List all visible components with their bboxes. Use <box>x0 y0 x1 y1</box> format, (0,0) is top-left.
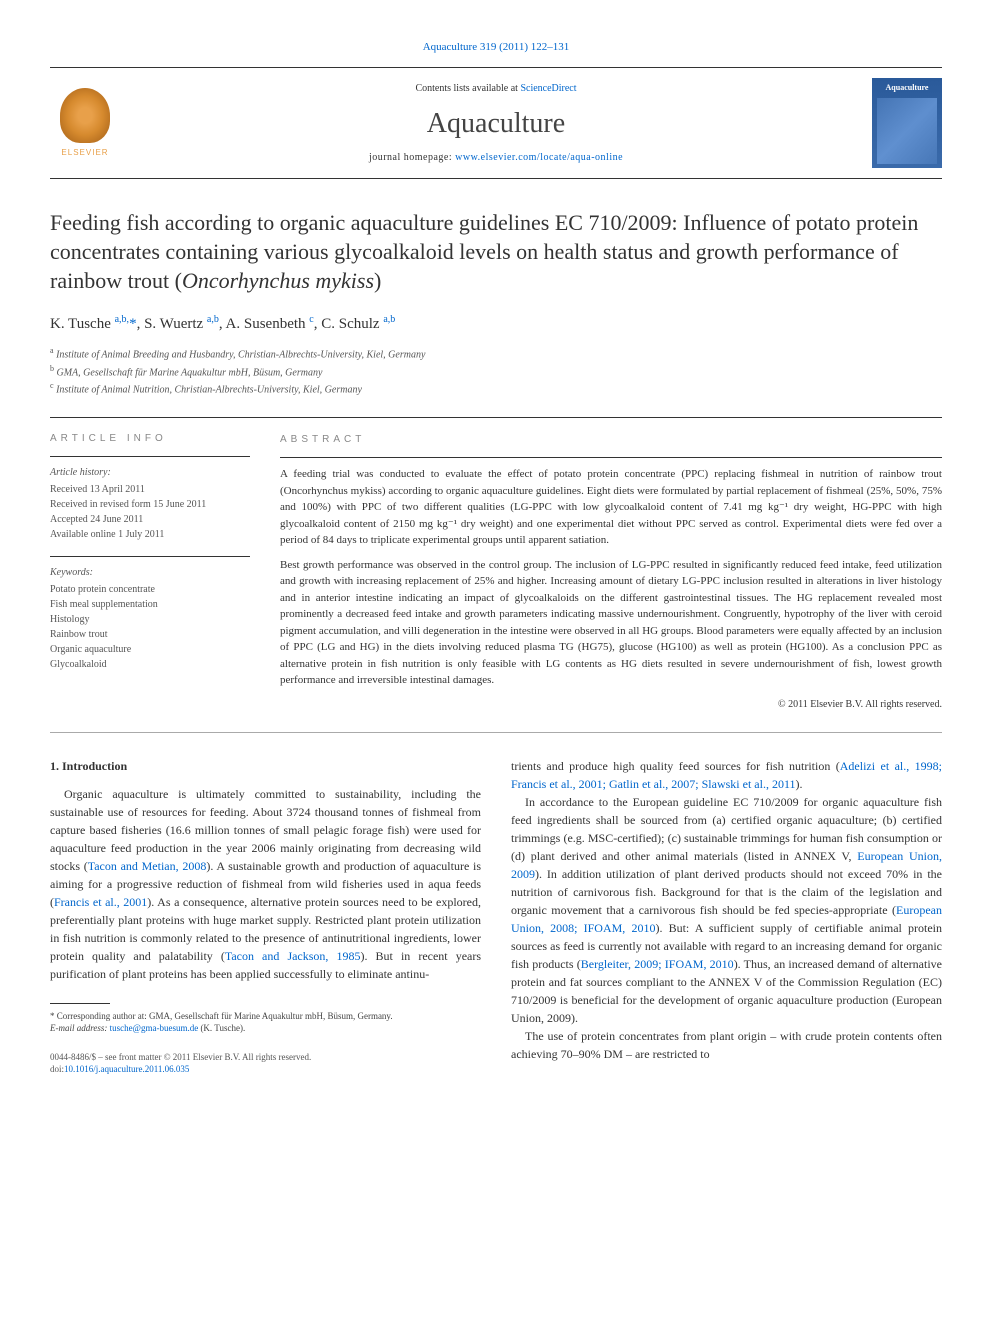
history-label: Article history: <box>50 465 250 480</box>
title-main: Feeding fish according to organic aquacu… <box>50 210 918 292</box>
abstract-p1: A feeding trial was conducted to evaluat… <box>280 466 942 549</box>
abstract: ABSTRACT A feeding trial was conducted t… <box>280 432 942 712</box>
masthead-center: Contents lists available at ScienceDirec… <box>120 82 872 165</box>
article-title: Feeding fish according to organic aquacu… <box>50 209 942 295</box>
journal-name: Aquaculture <box>120 104 872 143</box>
abstract-divider <box>280 457 942 458</box>
history-online: Available online 1 July 2011 <box>50 527 250 542</box>
homepage-link[interactable]: www.elsevier.com/locate/aqua-online <box>455 152 623 163</box>
title-species: Oncorhynchus mykiss <box>182 268 374 293</box>
cover-title: Aquaculture <box>886 82 929 93</box>
email-label: E-mail address: <box>50 1023 110 1033</box>
info-divider-2 <box>50 556 250 557</box>
abstract-heading: ABSTRACT <box>280 432 942 447</box>
right-column: trients and produce high quality feed so… <box>511 757 942 1076</box>
abstract-copyright: © 2011 Elsevier B.V. All rights reserved… <box>280 697 942 712</box>
sciencedirect-link[interactable]: ScienceDirect <box>520 83 576 94</box>
elsevier-tree-icon <box>60 88 110 143</box>
abstract-p2: Best growth performance was observed in … <box>280 557 942 689</box>
journal-reference: Aquaculture 319 (2011) 122–131 <box>50 40 942 55</box>
intro-p1: Organic aquaculture is ultimately commit… <box>50 785 481 983</box>
homepage-prefix: journal homepage: <box>369 152 455 163</box>
doi-line: doi:10.1016/j.aquaculture.2011.06.035 <box>50 1063 481 1076</box>
publisher-logo: ELSEVIER <box>50 83 120 163</box>
doi-label: doi: <box>50 1064 64 1074</box>
footnote-separator <box>50 1003 110 1004</box>
keyword: Histology <box>50 612 250 627</box>
email-link[interactable]: tusche@gma-buesum.de <box>110 1023 199 1033</box>
article-history: Article history: Received 13 April 2011 … <box>50 465 250 542</box>
info-heading: ARTICLE INFO <box>50 432 250 446</box>
contents-prefix: Contents lists available at <box>415 83 520 94</box>
affiliations: a Institute of Animal Breeding and Husba… <box>50 345 942 397</box>
footer: 0044-8486/$ – see front matter © 2011 El… <box>50 1051 481 1076</box>
citation-link[interactable]: European Union, 2009 <box>511 849 942 881</box>
citation-link[interactable]: Francis et al., 2001 <box>54 895 147 909</box>
citation-link[interactable]: Bergleiter, 2009; IFOAM, 2010 <box>581 957 734 971</box>
corr-email-line: E-mail address: tusche@gma-buesum.de (K.… <box>50 1022 481 1035</box>
affiliation-c: c Institute of Animal Nutrition, Christi… <box>50 380 942 397</box>
history-accepted: Accepted 24 June 2011 <box>50 512 250 527</box>
info-divider <box>50 456 250 457</box>
keyword: Rainbow trout <box>50 627 250 642</box>
publisher-name: ELSEVIER <box>61 147 108 158</box>
left-column: 1. Introduction Organic aquaculture is u… <box>50 757 481 1076</box>
title-close: ) <box>374 268 381 293</box>
history-received: Received 13 April 2011 <box>50 482 250 497</box>
body-divider <box>50 732 942 733</box>
doi-link[interactable]: 10.1016/j.aquaculture.2011.06.035 <box>64 1064 189 1074</box>
intro-p2: In accordance to the European guideline … <box>511 793 942 1027</box>
info-abstract-row: ARTICLE INFO Article history: Received 1… <box>50 432 942 712</box>
keyword: Potato protein concentrate <box>50 582 250 597</box>
keywords-label: Keywords: <box>50 565 250 580</box>
history-revised: Received in revised form 15 June 2011 <box>50 497 250 512</box>
section-heading: 1. Introduction <box>50 757 481 775</box>
body-columns: 1. Introduction Organic aquaculture is u… <box>50 757 942 1076</box>
authors: K. Tusche a,b,*, S. Wuertz a,b, A. Susen… <box>50 313 942 335</box>
keyword: Fish meal supplementation <box>50 597 250 612</box>
corr-author: * Corresponding author at: GMA, Gesellsc… <box>50 1010 481 1023</box>
contents-line: Contents lists available at ScienceDirec… <box>120 82 872 96</box>
citation-link[interactable]: Tacon and Jackson, 1985 <box>225 949 361 963</box>
citation-link[interactable]: Adelizi et al., 1998; Francis et al., 20… <box>511 759 942 791</box>
keywords-list: Potato protein concentrateFish meal supp… <box>50 582 250 672</box>
cover-image <box>877 98 937 165</box>
email-suffix: (K. Tusche). <box>198 1023 245 1033</box>
issn-line: 0044-8486/$ – see front matter © 2011 El… <box>50 1051 481 1064</box>
citation-link[interactable]: Tacon and Metian, 2008 <box>88 859 207 873</box>
masthead: ELSEVIER Contents lists available at Sci… <box>50 67 942 179</box>
keyword: Organic aquaculture <box>50 642 250 657</box>
intro-p3: The use of protein concentrates from pla… <box>511 1027 942 1063</box>
citation-link[interactable]: European Union, 2008; IFOAM, 2010 <box>511 903 942 935</box>
intro-p1-cont: trients and produce high quality feed so… <box>511 757 942 793</box>
homepage-line: journal homepage: www.elsevier.com/locat… <box>120 151 872 165</box>
divider <box>50 417 942 418</box>
keywords-block: Keywords: Potato protein concentrateFish… <box>50 565 250 672</box>
affiliation-a: a Institute of Animal Breeding and Husba… <box>50 345 942 362</box>
keyword: Glycoalkaloid <box>50 657 250 672</box>
article-info: ARTICLE INFO Article history: Received 1… <box>50 432 250 712</box>
affiliation-b: b GMA, Gesellschaft für Marine Aquakultu… <box>50 363 942 380</box>
journal-cover: Aquaculture <box>872 78 942 168</box>
corresponding-footnote: * Corresponding author at: GMA, Gesellsc… <box>50 1010 481 1035</box>
